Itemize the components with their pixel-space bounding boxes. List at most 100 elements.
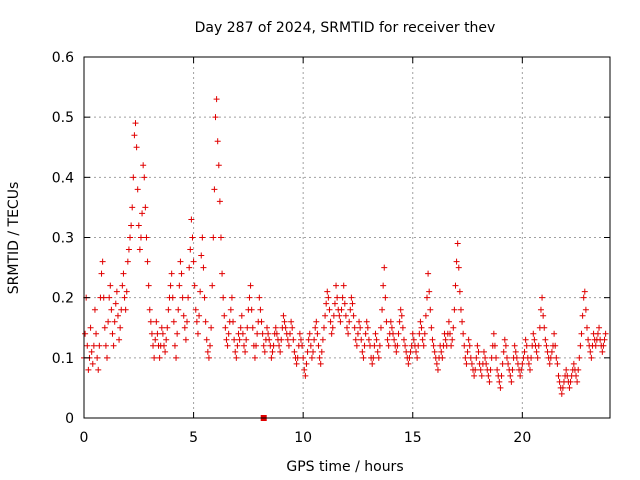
data-point <box>277 348 284 355</box>
data-point <box>167 282 174 289</box>
data-point <box>602 330 609 337</box>
data-point <box>217 234 224 241</box>
data-point <box>397 306 404 313</box>
data-point <box>257 306 264 313</box>
data-point <box>197 288 204 295</box>
data-point <box>323 300 330 307</box>
data-point <box>243 336 250 343</box>
data-point <box>548 348 555 355</box>
data-point <box>131 132 138 139</box>
data-point <box>268 354 275 361</box>
data-point <box>322 312 329 319</box>
data-point <box>215 162 222 169</box>
data-point <box>151 354 158 361</box>
data-point <box>391 336 398 343</box>
data-point <box>144 258 151 265</box>
data-point <box>594 330 601 337</box>
data-point <box>585 336 592 343</box>
data-point <box>199 234 206 241</box>
data-point <box>507 372 514 379</box>
data-point <box>340 282 347 289</box>
data-point <box>451 306 458 313</box>
data-point <box>211 186 218 193</box>
data-point <box>483 360 490 367</box>
data-point <box>143 234 150 241</box>
data-point <box>349 300 356 307</box>
data-point <box>329 324 336 331</box>
data-point <box>533 348 540 355</box>
data-point <box>511 342 518 349</box>
data-point <box>152 336 159 343</box>
data-point <box>179 294 186 301</box>
data-point <box>563 366 570 373</box>
data-point <box>493 354 500 361</box>
data-point <box>409 330 416 337</box>
data-point <box>525 360 532 367</box>
data-point <box>246 294 253 301</box>
data-point <box>159 330 166 337</box>
data-point <box>220 294 227 301</box>
y-axis-label: SRMTID / TECUs <box>6 182 22 295</box>
data-point <box>599 348 606 355</box>
data-point <box>460 330 467 337</box>
data-point <box>405 360 412 367</box>
data-point <box>530 330 537 337</box>
data-point <box>361 342 368 349</box>
data-point <box>418 324 425 331</box>
data-point <box>490 330 497 337</box>
data-point <box>120 270 127 277</box>
data-point <box>360 354 367 361</box>
data-point <box>187 246 194 253</box>
data-point <box>325 294 332 301</box>
data-point <box>237 324 244 331</box>
data-point <box>307 342 314 349</box>
data-point <box>448 342 455 349</box>
data-point <box>289 324 296 331</box>
data-point <box>353 342 360 349</box>
data-point <box>176 282 183 289</box>
data-point <box>346 318 353 325</box>
data-point <box>174 330 181 337</box>
data-point <box>194 330 201 337</box>
data-point <box>153 318 160 325</box>
data-point <box>290 336 297 343</box>
x-tick-label: 15 <box>404 430 422 446</box>
data-point <box>382 294 389 301</box>
data-point <box>468 360 475 367</box>
data-point <box>348 294 355 301</box>
data-point <box>473 354 480 361</box>
data-point <box>375 354 382 361</box>
data-point <box>272 324 279 331</box>
data-point <box>136 246 143 253</box>
data-point <box>475 348 482 355</box>
data-point <box>385 342 392 349</box>
data-point <box>407 348 414 355</box>
data-point <box>200 264 207 271</box>
data-point <box>171 342 178 349</box>
x-axis-label: GPS time / hours <box>286 459 403 475</box>
data-point <box>210 234 217 241</box>
data-point <box>216 198 223 205</box>
data-point <box>94 354 101 361</box>
data-point <box>337 318 344 325</box>
data-point <box>350 312 357 319</box>
data-point <box>87 324 94 331</box>
data-point <box>491 342 498 349</box>
data-point <box>358 336 365 343</box>
x-tick-label: 0 <box>80 430 89 446</box>
data-point <box>587 348 594 355</box>
data-point <box>461 342 468 349</box>
data-point <box>429 336 436 343</box>
data-point <box>139 210 146 217</box>
data-point <box>324 288 331 295</box>
data-point <box>357 324 364 331</box>
data-point <box>376 342 383 349</box>
data-point <box>291 348 298 355</box>
data-point <box>137 234 144 241</box>
data-point <box>574 378 581 385</box>
data-point <box>265 330 272 337</box>
data-point <box>326 306 333 313</box>
data-point <box>312 324 319 331</box>
data-point <box>198 252 205 259</box>
data-point <box>264 324 271 331</box>
